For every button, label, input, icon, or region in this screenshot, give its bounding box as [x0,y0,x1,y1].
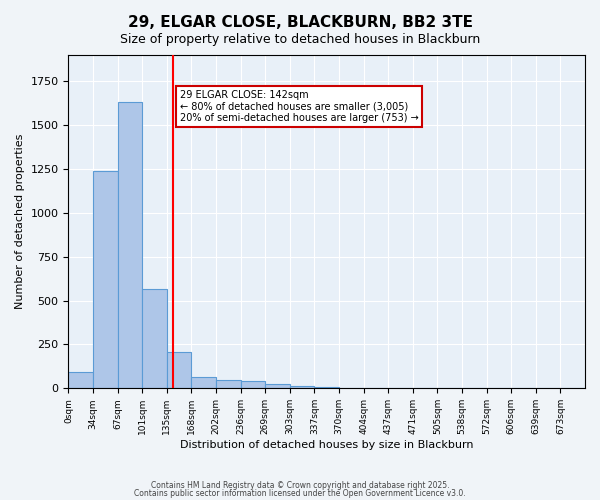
X-axis label: Distribution of detached houses by size in Blackburn: Distribution of detached houses by size … [180,440,473,450]
Bar [118,102,142,389]
Text: 29, ELGAR CLOSE, BLACKBURN, BB2 3TE: 29, ELGAR CLOSE, BLACKBURN, BB2 3TE [128,15,473,30]
Text: 29 ELGAR CLOSE: 142sqm
← 80% of detached houses are smaller (3,005)
20% of semi-: 29 ELGAR CLOSE: 142sqm ← 80% of detached… [179,90,418,124]
Bar [265,384,290,388]
Bar [93,172,118,388]
Bar [290,386,314,388]
Bar [241,382,265,388]
Bar [167,352,191,389]
Bar [68,372,93,388]
Text: Size of property relative to detached houses in Blackburn: Size of property relative to detached ho… [120,32,480,46]
Bar [314,387,339,388]
Text: Contains HM Land Registry data © Crown copyright and database right 2025.: Contains HM Land Registry data © Crown c… [151,481,449,490]
Bar [142,289,167,388]
Bar [191,378,216,388]
Text: Contains public sector information licensed under the Open Government Licence v3: Contains public sector information licen… [134,488,466,498]
Bar [216,380,241,388]
Y-axis label: Number of detached properties: Number of detached properties [15,134,25,310]
